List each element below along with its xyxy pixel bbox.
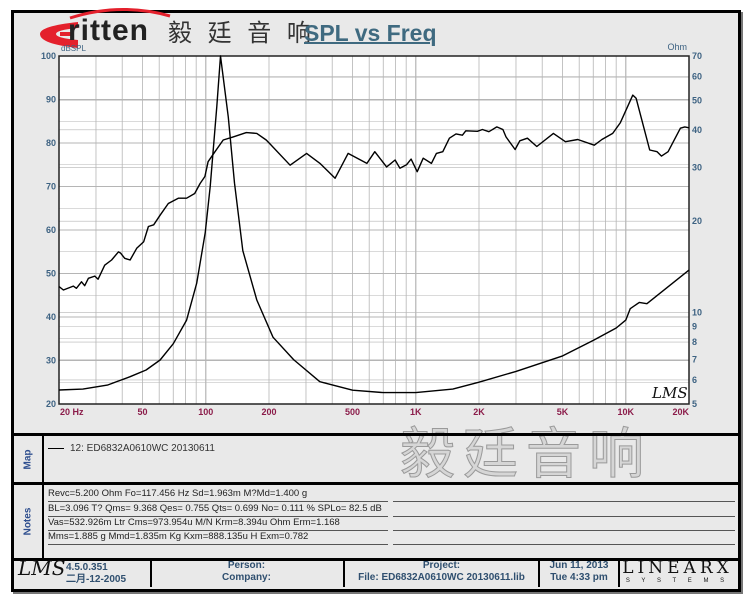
footer-person-cell: Person: Company: <box>150 560 345 587</box>
note-line: Revc=5.200 Ohm Fo=117.456 Hz Sd=1.963m M… <box>48 488 388 502</box>
person-label: Person: <box>227 560 266 571</box>
note-blank-line <box>393 517 735 531</box>
x-tick-label: 200 <box>261 407 276 417</box>
notes-section-label: Notes <box>14 485 44 558</box>
right-tick-label: 20 <box>692 216 702 226</box>
map-entry: 12: ED6832A0610WC 20130611 <box>48 443 215 454</box>
plot-border <box>58 55 690 405</box>
right-tick-label: 10 <box>692 308 702 318</box>
spl-curve <box>58 94 690 291</box>
file-label: File: ED6832A0610WC 20130611.lib <box>358 572 525 583</box>
lms-watermark: LMS <box>651 384 688 402</box>
note-line: Vas=532.926m Ltr Cms=973.954u M/N Krm=8.… <box>48 517 388 531</box>
x-tick-label: 20K <box>672 407 689 417</box>
note-blank-line <box>393 503 735 517</box>
logo-text: ritten <box>68 14 149 47</box>
right-tick-label: 70 <box>692 51 702 61</box>
x-tick-label: 100 <box>198 407 213 417</box>
x-tick-label: 20 Hz <box>60 407 84 417</box>
x-tick-label: 10K <box>618 407 635 417</box>
left-tick-label: 50 <box>46 269 56 279</box>
impedance-curve <box>58 55 690 394</box>
footer-project-cell: Project: File: ED6832A0610WC 20130611.li… <box>345 560 540 587</box>
x-tick-label: 2K <box>473 407 485 417</box>
note-blank-line <box>393 531 735 545</box>
chart-title: SPL vs Freq <box>304 20 437 46</box>
footer-vendor-cell: LINEARX S Y S T E M S <box>620 560 735 587</box>
left-tick-label: 30 <box>46 356 56 366</box>
right-tick-label: 6 <box>692 375 697 385</box>
right-tick-label: 5 <box>692 399 697 409</box>
map-section-label: Map <box>14 436 44 482</box>
right-tick-label: 8 <box>692 337 697 347</box>
left-tick-label: 40 <box>46 312 56 322</box>
version-text: 4.5.0.351 <box>66 562 108 573</box>
right-axis-label: Ohm <box>667 42 687 52</box>
divider <box>11 433 738 436</box>
x-tick-label: 1K <box>410 407 422 417</box>
footer-version-cell: LMS 4.5.0.351 二月-12-2005 <box>14 556 152 587</box>
right-tick-label: 7 <box>692 355 697 365</box>
series-swatch <box>48 448 64 449</box>
linearx-logo: LINEARX <box>622 558 733 578</box>
note-line: Mms=1.885 g Mmd=1.835m Kg Kxm=888.135u H… <box>48 531 388 545</box>
divider <box>11 482 738 485</box>
left-tick-label: 20 <box>46 399 56 409</box>
left-tick-label: 90 <box>46 95 56 105</box>
x-tick-label: 500 <box>345 407 360 417</box>
left-tick-label: 70 <box>46 182 56 192</box>
right-tick-label: 30 <box>692 163 702 173</box>
footer-date-cell: Jun 11, 2013 Tue 4:33 pm <box>540 560 620 587</box>
left-tick-label: 100 <box>41 51 56 61</box>
x-tick-label: 50 <box>138 407 148 417</box>
left-tick-label: 80 <box>46 138 56 148</box>
map-entry-text: 12: ED6832A0610WC 20130611 <box>70 443 215 454</box>
right-tick-label: 50 <box>692 95 702 105</box>
brand-logo <box>40 7 171 48</box>
left-axis-label: dBSPL <box>61 44 86 53</box>
left-tick-label: 60 <box>46 225 56 235</box>
date-text: Jun 11, 2013 <box>549 560 609 571</box>
note-blank-line <box>393 488 735 502</box>
spl-chart: 20 Hz 50 100 200 500 1K 2K 5K 10K 20K 20 30 40 50 60 70… <box>41 42 702 417</box>
note-line: BL=3.096 T? Qms= 9.368 Qes= 0.755 Qts= 0… <box>48 503 388 517</box>
lms-logo: LMS <box>18 556 66 580</box>
right-tick-label: 60 <box>692 71 702 81</box>
linearx-subtitle: S Y S T E M S <box>625 578 730 584</box>
right-tick-label: 40 <box>692 125 702 135</box>
divider <box>11 558 738 561</box>
build-date-text: 二月-12-2005 <box>66 574 127 585</box>
project-label: Project: <box>422 560 461 571</box>
logo-chinese: 毅 廷 音 响 <box>168 19 315 47</box>
x-tick-label: 5K <box>557 407 569 417</box>
company-label: Company: <box>222 572 271 583</box>
time-text: Tue 4:33 pm <box>550 572 608 583</box>
right-tick-label: 9 <box>692 321 697 331</box>
